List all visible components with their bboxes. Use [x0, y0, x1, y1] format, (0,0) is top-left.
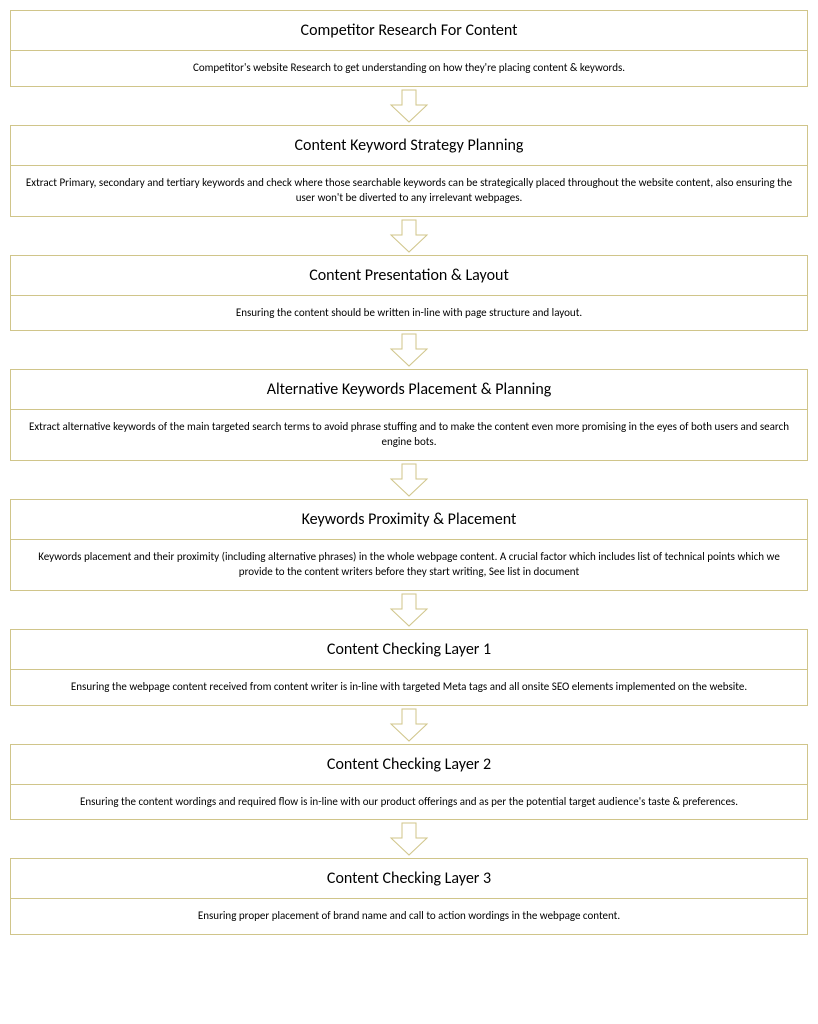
- step-body: Extract Primary, secondary and tertiary …: [11, 166, 807, 216]
- flow-step: Content Checking Layer 3 Ensuring proper…: [10, 858, 808, 935]
- step-title: Content Presentation & Layout: [11, 256, 807, 296]
- arrow-down-icon: [389, 89, 429, 123]
- flow-step: Content Checking Layer 1 Ensuring the we…: [10, 629, 808, 706]
- step-body: Competitor's website Research to get und…: [11, 51, 807, 86]
- step-body: Extract alternative keywords of the main…: [11, 410, 807, 460]
- step-title: Alternative Keywords Placement & Plannin…: [11, 370, 807, 410]
- arrow-down-icon: [389, 333, 429, 367]
- step-body: Keywords placement and their proximity (…: [11, 540, 807, 590]
- flow-step: Alternative Keywords Placement & Plannin…: [10, 369, 808, 461]
- step-title: Keywords Proximity & Placement: [11, 500, 807, 540]
- arrow-down-icon: [389, 593, 429, 627]
- flow-step: Content Presentation & Layout Ensuring t…: [10, 255, 808, 332]
- arrow-down-icon: [389, 463, 429, 497]
- flowchart-container: Competitor Research For Content Competit…: [10, 10, 808, 935]
- flow-step: Content Keyword Strategy Planning Extrac…: [10, 125, 808, 217]
- step-body: Ensuring proper placement of brand name …: [11, 899, 807, 934]
- arrow-down-icon: [389, 708, 429, 742]
- step-title: Content Checking Layer 1: [11, 630, 807, 670]
- step-title: Content Checking Layer 3: [11, 859, 807, 899]
- flow-step: Content Checking Layer 2 Ensuring the co…: [10, 744, 808, 821]
- step-body: Ensuring the webpage content received fr…: [11, 670, 807, 705]
- step-body: Ensuring the content should be written i…: [11, 296, 807, 331]
- flow-step: Competitor Research For Content Competit…: [10, 10, 808, 87]
- step-title: Content Checking Layer 2: [11, 745, 807, 785]
- step-title: Competitor Research For Content: [11, 11, 807, 51]
- arrow-down-icon: [389, 822, 429, 856]
- step-body: Ensuring the content wordings and requir…: [11, 785, 807, 820]
- arrow-down-icon: [389, 219, 429, 253]
- step-title: Content Keyword Strategy Planning: [11, 126, 807, 166]
- flow-step: Keywords Proximity & Placement Keywords …: [10, 499, 808, 591]
